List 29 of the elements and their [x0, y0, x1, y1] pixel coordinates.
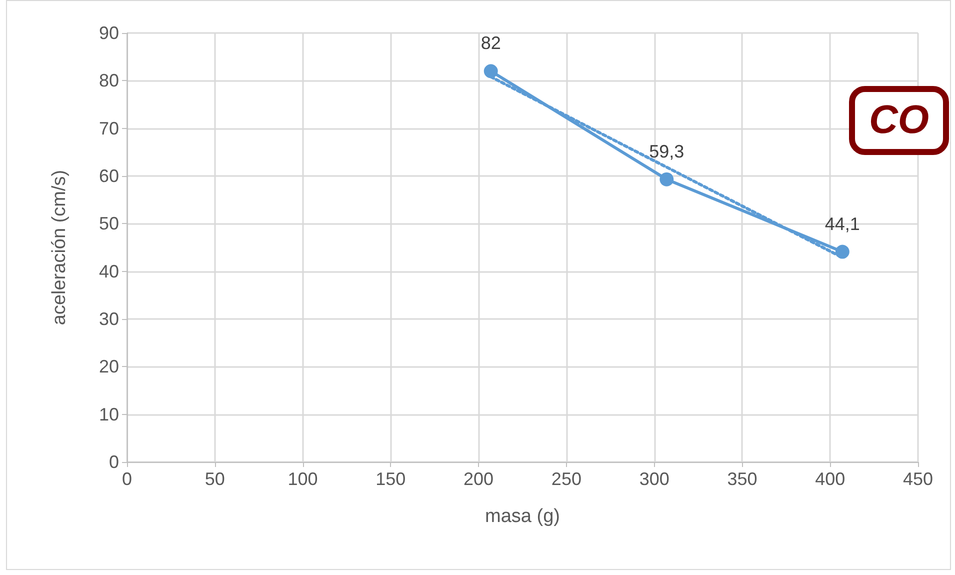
x-tick-label: 350: [727, 469, 758, 489]
y-tick-label: 0: [108, 452, 119, 472]
point: [660, 172, 674, 186]
x-tick-label: 0: [122, 469, 132, 489]
y-tick-label: 80: [98, 70, 119, 91]
point: [835, 244, 850, 259]
x-tick-label: 150: [376, 469, 406, 489]
y-tick-label: 30: [98, 309, 119, 329]
x-tick-label: 450: [902, 469, 934, 489]
y-tick-label: 20: [98, 356, 119, 377]
x-tick-label: 50: [204, 469, 225, 489]
y-tick-label: 90: [98, 23, 119, 43]
text-box: CO: [849, 86, 949, 155]
data-label: 82: [480, 33, 501, 54]
y-tick-label: 40: [98, 261, 119, 282]
y-tick-label: 60: [98, 166, 119, 186]
data-label: 59,3: [649, 141, 684, 162]
data-label: 44,1: [824, 214, 860, 234]
y-axis-title: aceleración (cm/s): [49, 170, 70, 326]
point: [484, 64, 498, 78]
y-tick-label: 50: [98, 214, 119, 234]
y-tick-label: 70: [98, 118, 119, 138]
x-tick-label: 300: [639, 469, 670, 489]
x-tick-label: 400: [815, 469, 846, 489]
y-tick-label: 10: [98, 404, 119, 424]
x-tick-label: 100: [288, 469, 318, 489]
x-axis-title: masa (g): [485, 506, 560, 527]
x-tick-label: 200: [464, 469, 494, 489]
x-tick-label: 250: [551, 469, 582, 489]
